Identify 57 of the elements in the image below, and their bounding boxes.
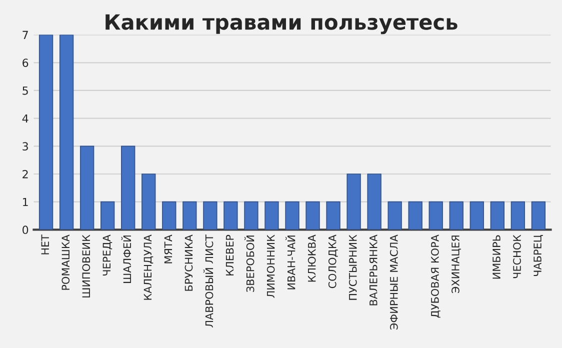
bar [59, 34, 74, 230]
x-tick-label: СОЛОДКА [328, 234, 338, 288]
x-tick-label: ИВАН-ЧАЙ [285, 236, 296, 290]
chart-title: Какими травами пользуетесь [106, 14, 458, 34]
bar [121, 146, 136, 230]
x-tick-label: БРУСНИКА [184, 234, 193, 291]
bar [470, 201, 484, 230]
x-tick-label: ЧЕСНОК [513, 234, 521, 278]
bar [162, 201, 176, 230]
x-tick-label: ВАЛЕРЬЯНКА [370, 234, 378, 306]
bar [346, 174, 361, 230]
bar [408, 201, 422, 230]
y-tick-label: 2 [22, 170, 28, 178]
x-tick-label: ЗВЕРОБОЙ [244, 236, 254, 292]
x-tick-label: РОМАШКА [62, 234, 70, 290]
x-tick-label: ЧАБРЕЦ [534, 234, 543, 276]
x-tick-label: НЕТ [41, 234, 49, 254]
y-tick-label: 0 [22, 226, 28, 234]
bar [531, 201, 546, 230]
y-tick-label: 4 [22, 114, 28, 123]
bar [224, 201, 238, 230]
x-tick-label: ШАЛФЕЙ [121, 236, 131, 283]
x-tick-label: ЛИМОННИК [266, 234, 275, 298]
x-tick-label: ДУБОВАЯ КОРА [431, 234, 440, 318]
bar [510, 201, 526, 230]
x-tick-label: ЭФИРНЫЕ МАСЛА [390, 234, 398, 330]
bar [490, 201, 505, 230]
bar [428, 201, 443, 230]
x-tick-label: КЛЕВЕР [226, 234, 234, 276]
bar [244, 201, 258, 230]
x-tick-label: ПУСТЫРНИК [348, 234, 357, 300]
bar [449, 201, 464, 230]
bar [388, 201, 402, 230]
y-tick-label: 1 [23, 198, 28, 206]
x-tick-label: КАЛЕНДУЛА [144, 234, 154, 300]
y-tick-label: 5 [22, 86, 28, 95]
y-tick-label: 6 [22, 58, 28, 68]
bar [203, 201, 218, 230]
x-tick-label: ЛАВРОВЫЙ ЛИСТ [203, 234, 214, 328]
bar [142, 174, 156, 230]
x-tick-label: ШИПОВЕИК [82, 234, 90, 298]
bar [367, 174, 382, 230]
bar [100, 201, 115, 230]
bar [182, 201, 197, 230]
y-tick-label: 3 [22, 142, 28, 151]
x-tick-label: МЯТА [164, 234, 172, 264]
x-tick-label: КЛЮКВА [308, 234, 316, 282]
x-tick-label: ЧЕРЕДА [102, 234, 112, 276]
bar [326, 201, 340, 230]
bar [264, 201, 279, 230]
x-tick-label: ЭХИНАЦЕЯ [452, 236, 461, 294]
bar [306, 201, 320, 230]
x-tick-label: ИМБИРЬ [492, 235, 500, 279]
bar [285, 201, 300, 230]
bar [38, 34, 54, 230]
bar [80, 146, 94, 230]
y-tick-label: 7 [22, 30, 28, 40]
